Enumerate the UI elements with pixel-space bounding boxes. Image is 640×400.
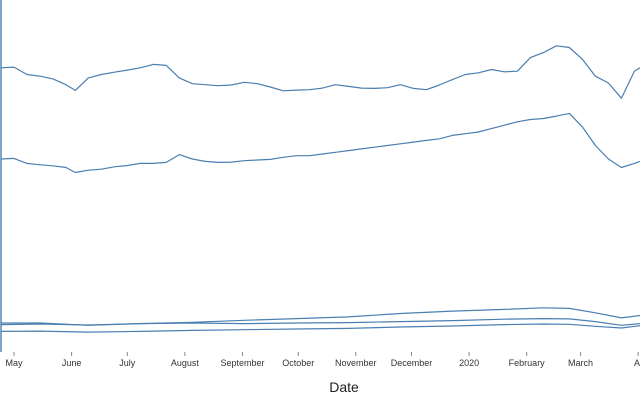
x-tick-label: November [335, 358, 377, 368]
series-line-2 [0, 112, 640, 174]
series-layer [0, 45, 640, 333]
series-line-4 [0, 318, 640, 326]
x-axis-ticks: May June July August September October Novembe… [5, 352, 640, 368]
series-line-1 [0, 45, 640, 99]
x-tick-label: A [634, 358, 640, 368]
x-tick-label: 2020 [459, 358, 479, 368]
x-tick-label: August [171, 358, 200, 368]
x-axis-title: Date [329, 379, 359, 395]
x-tick-label: December [391, 358, 433, 368]
x-tick-label: October [282, 358, 314, 368]
x-tick-label: July [119, 358, 136, 368]
x-tick-label: May [5, 358, 23, 368]
x-tick-label: September [220, 358, 264, 368]
x-tick-label: March [568, 358, 593, 368]
x-tick-label: June [62, 358, 82, 368]
series-line-5 [0, 323, 640, 333]
x-tick-label: February [509, 358, 546, 368]
